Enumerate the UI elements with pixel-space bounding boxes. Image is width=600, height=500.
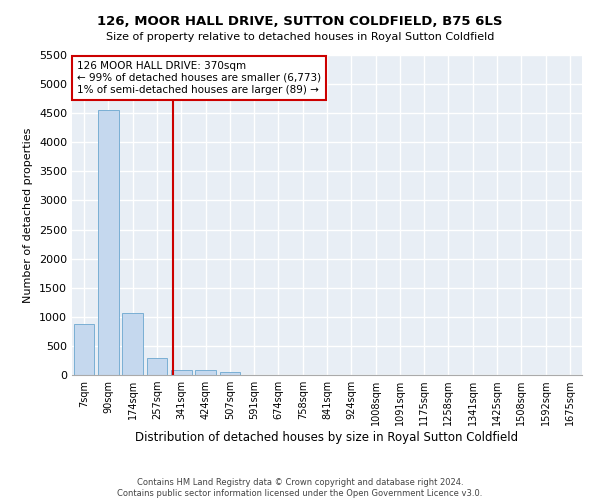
Text: Contains HM Land Registry data © Crown copyright and database right 2024.
Contai: Contains HM Land Registry data © Crown c… bbox=[118, 478, 482, 498]
Bar bbox=[171, 370, 191, 375]
Bar bbox=[122, 314, 143, 375]
Text: Size of property relative to detached houses in Royal Sutton Coldfield: Size of property relative to detached ho… bbox=[106, 32, 494, 42]
Y-axis label: Number of detached properties: Number of detached properties bbox=[23, 128, 34, 302]
Bar bbox=[98, 110, 119, 375]
Bar bbox=[146, 358, 167, 375]
Text: 126, MOOR HALL DRIVE, SUTTON COLDFIELD, B75 6LS: 126, MOOR HALL DRIVE, SUTTON COLDFIELD, … bbox=[97, 15, 503, 28]
Bar bbox=[195, 370, 216, 375]
X-axis label: Distribution of detached houses by size in Royal Sutton Coldfield: Distribution of detached houses by size … bbox=[136, 431, 518, 444]
Text: 126 MOOR HALL DRIVE: 370sqm
← 99% of detached houses are smaller (6,773)
1% of s: 126 MOOR HALL DRIVE: 370sqm ← 99% of det… bbox=[77, 62, 321, 94]
Bar bbox=[74, 324, 94, 375]
Bar bbox=[220, 372, 240, 375]
